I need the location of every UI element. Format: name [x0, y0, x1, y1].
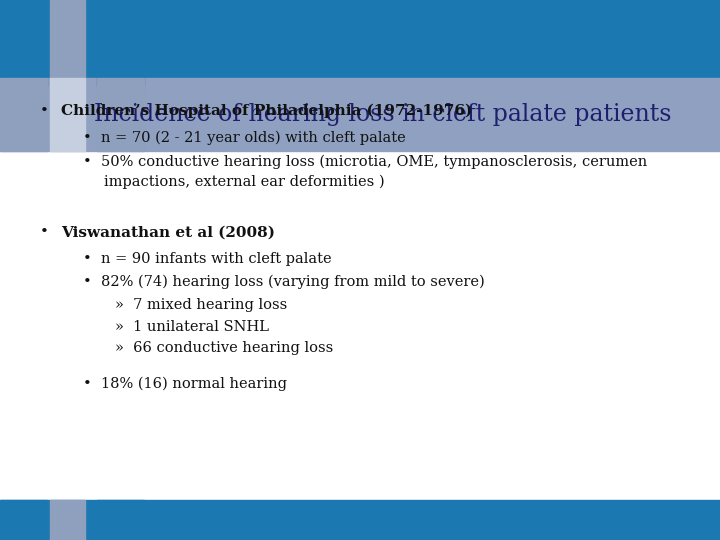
Bar [97, 0, 144, 86]
Bar [0, 0, 720, 86]
Text: •  n = 90 infants with cleft palate: • n = 90 infants with cleft palate [83, 252, 331, 266]
Text: »  1 unilateral SNHL: » 1 unilateral SNHL [115, 320, 269, 334]
Text: impactions, external ear deformities ): impactions, external ear deformities ) [104, 175, 385, 189]
Bar [97, 78, 144, 151]
Text: Incidence of hearing loss in cleft palate patients: Incidence of hearing loss in cleft palat… [94, 103, 671, 126]
Bar [0, 500, 720, 540]
Bar [0, 78, 720, 151]
Bar [50, 78, 85, 151]
Text: •: • [40, 225, 48, 239]
Text: »  7 mixed hearing loss: » 7 mixed hearing loss [115, 298, 287, 312]
Bar [0, 78, 47, 151]
Bar [50, 0, 85, 86]
Text: •  18% (16) normal hearing: • 18% (16) normal hearing [83, 376, 287, 390]
Text: •  82% (74) hearing loss (varying from mild to severe): • 82% (74) hearing loss (varying from mi… [83, 275, 485, 289]
Text: •  50% conductive hearing loss (microtia, OME, tympanosclerosis, cerumen: • 50% conductive hearing loss (microtia,… [83, 155, 647, 169]
Text: •: • [40, 104, 48, 118]
Text: »  66 conductive hearing loss: » 66 conductive hearing loss [115, 341, 333, 355]
Bar [0, 500, 47, 540]
Bar [50, 500, 85, 540]
Bar [0, 0, 47, 86]
Bar [97, 500, 144, 540]
Text: •  n = 70 (2 - 21 year olds) with cleft palate: • n = 70 (2 - 21 year olds) with cleft p… [83, 131, 405, 145]
Text: Children’s Hospital of Philadelphia (1972-1976): Children’s Hospital of Philadelphia (197… [61, 104, 472, 118]
Text: Viswanathan et al (2008): Viswanathan et al (2008) [61, 225, 275, 239]
